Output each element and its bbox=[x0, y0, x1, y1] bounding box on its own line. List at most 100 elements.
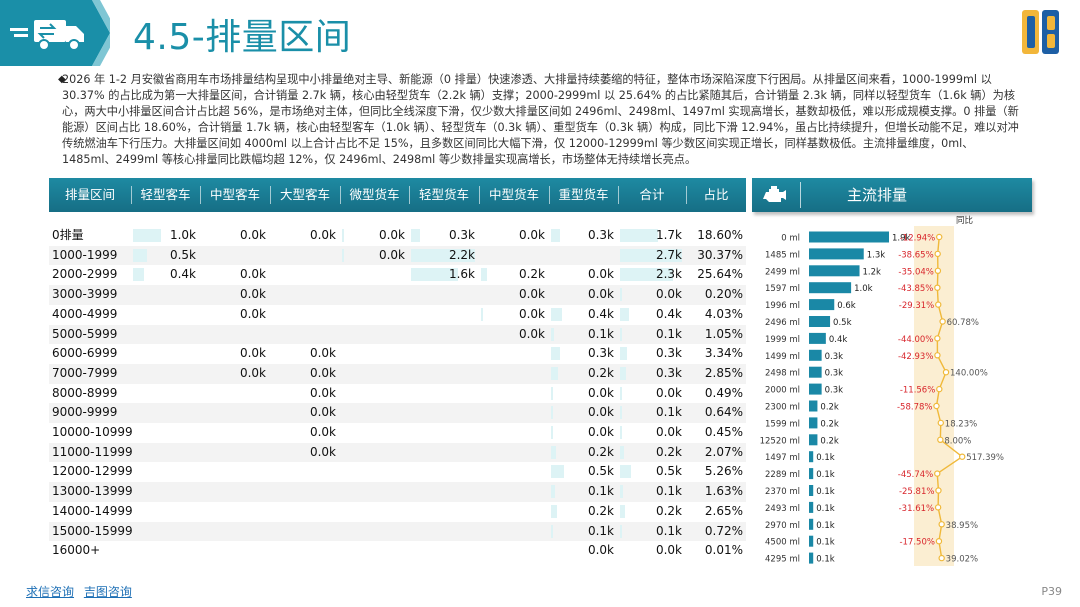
table-cell bbox=[200, 443, 270, 463]
yoy-point bbox=[939, 318, 946, 325]
cell-value: 0.0k bbox=[239, 287, 266, 302]
cell-data-bar bbox=[551, 406, 553, 420]
table-cell bbox=[131, 384, 200, 404]
page-title: 4.5-排量区间 bbox=[133, 17, 352, 58]
yoy-value-label: 38.95% bbox=[946, 521, 978, 531]
category-label: 2970 ml bbox=[765, 521, 800, 531]
yoy-point bbox=[942, 368, 950, 376]
table-row: 1000-1999 0.5k 0.0k 2.2k 2.7k 30.37% bbox=[49, 245, 746, 266]
row-label: 11000-11999 bbox=[52, 444, 133, 459]
cell-data-bar bbox=[551, 347, 560, 361]
cell-value: 0.0k bbox=[587, 287, 614, 302]
cell-value: 0.5k bbox=[587, 464, 614, 479]
yoy-value-label: -42.93% bbox=[898, 352, 933, 362]
table-cell: 0.2k bbox=[618, 502, 686, 522]
cell-value: 0.2k bbox=[587, 444, 614, 459]
cell-data-bar bbox=[620, 465, 632, 479]
yoy-point bbox=[934, 250, 941, 258]
table-cell: 0.3k bbox=[549, 344, 618, 364]
table-cell bbox=[409, 285, 479, 305]
table-row: 11000-11999 0.0k 0.2k 0.2k 2.07% bbox=[49, 442, 746, 463]
table-cell: 0.0k bbox=[200, 305, 270, 325]
table-cell bbox=[479, 246, 549, 266]
table-cell bbox=[131, 522, 200, 542]
yoy-point bbox=[935, 487, 942, 494]
cell-value: 0.0k bbox=[518, 306, 545, 321]
table-cell: 0.1k bbox=[549, 325, 618, 345]
table-row: 12000-12999 0.5k 0.5k 5.26% bbox=[49, 462, 746, 482]
table-cell: 0.4k bbox=[131, 265, 200, 285]
table-cell bbox=[340, 443, 409, 463]
side-divider bbox=[800, 182, 801, 208]
displacement-bar bbox=[809, 231, 889, 243]
displacement-bar bbox=[809, 451, 814, 463]
table-cell: 0.0k bbox=[200, 226, 270, 246]
table-cell: 0.1k bbox=[549, 522, 618, 542]
column-header: 微型货车 bbox=[349, 187, 400, 202]
bar-value-label: 0.2k bbox=[820, 436, 839, 446]
table-cell: 0.3k bbox=[618, 344, 686, 364]
column-header: 排量区间 bbox=[64, 187, 115, 202]
cell-data-bar bbox=[551, 445, 557, 459]
cell-value: 0.3k bbox=[587, 346, 614, 361]
footer-link-qiuxin[interactable]: 求信咨询 bbox=[26, 585, 75, 599]
cell-value: 0.3k bbox=[587, 228, 614, 242]
table-cell: 0.2k bbox=[618, 443, 686, 463]
table-cell: 0.0k bbox=[618, 285, 686, 305]
row-label: 2000-2999 bbox=[52, 267, 118, 282]
displacement-bar bbox=[809, 332, 826, 344]
footer-links: 求信咨询 吉图咨询 bbox=[26, 583, 138, 600]
column-header: 合计 bbox=[639, 187, 665, 202]
cell-value: 0.1k bbox=[655, 405, 682, 420]
yoy-value-label: 60.78% bbox=[947, 318, 979, 328]
category-label: 2000 ml bbox=[765, 386, 800, 396]
yoy-point bbox=[934, 470, 941, 477]
table-cell: 0.0k bbox=[549, 384, 618, 404]
row-label: 15000-15999 bbox=[52, 523, 133, 538]
displacement-bar bbox=[809, 400, 818, 412]
table-cell: 1.0k bbox=[131, 226, 200, 246]
cell-value: 0.1k bbox=[655, 484, 682, 499]
yoy-point bbox=[938, 521, 945, 528]
category-label: 1999 ml bbox=[765, 335, 800, 345]
cell-value: 0.0k bbox=[378, 247, 405, 262]
table-cell: 0.0k bbox=[200, 285, 270, 305]
row-share: 0.72% bbox=[704, 523, 743, 538]
table-cell bbox=[340, 384, 409, 404]
cell-value: 0.0k bbox=[309, 365, 336, 380]
table-cell bbox=[549, 246, 618, 266]
row-share: 25.64% bbox=[697, 267, 743, 282]
table-cell bbox=[409, 541, 479, 561]
row-label: 8000-8999 bbox=[52, 385, 118, 400]
table-cell bbox=[200, 423, 270, 443]
table-cell bbox=[409, 423, 479, 443]
cell-value: 0.0k bbox=[309, 444, 336, 459]
table-cell bbox=[131, 364, 200, 384]
cell-data-bar bbox=[620, 347, 627, 361]
table-row: 3000-3999 0.0k 0.0k 0.0k 0.0k 0.20% bbox=[49, 285, 746, 305]
yoy-value-label: -35.04% bbox=[898, 267, 933, 277]
table-cell: 0.5k bbox=[549, 462, 618, 482]
table-cell bbox=[200, 384, 270, 404]
table-cell: 0.0k bbox=[549, 285, 618, 305]
table-cell bbox=[200, 462, 270, 482]
displacement-bar bbox=[809, 468, 814, 480]
table-cell bbox=[409, 502, 479, 522]
row-share: 0.20% bbox=[704, 287, 743, 302]
table-header: 排量区间 轻型客车 中型客车 大型客车 微型货车 轻型货车 中型货车 重型货车 合计 占比 bbox=[49, 178, 746, 212]
cell-data-bar bbox=[620, 288, 622, 302]
displacement-bar bbox=[809, 316, 831, 327]
table-row: 0排量 1.0k 0.0k 0.0k 0.0k 0.3k 0.0k 0.3k 1.7k 18.60… bbox=[49, 226, 746, 246]
yoy-value-label: 140.00% bbox=[950, 369, 988, 379]
table-cell: 0.3k bbox=[549, 226, 618, 246]
cell-value: 1.7k bbox=[655, 228, 682, 242]
row-share: 18.60% bbox=[697, 228, 743, 242]
table-cell bbox=[131, 423, 200, 443]
row-label: 7000-7999 bbox=[52, 365, 118, 380]
row-label: 14000-14999 bbox=[52, 503, 133, 518]
header-separator bbox=[340, 186, 341, 204]
footer-link-jitu[interactable]: 吉图咨询 bbox=[83, 585, 132, 599]
table-row: 13000-13999 0.1k 0.1k 1.63% bbox=[49, 482, 746, 502]
table-cell: 0.0k bbox=[340, 246, 409, 266]
row-label: 10000-10999 bbox=[52, 425, 133, 439]
